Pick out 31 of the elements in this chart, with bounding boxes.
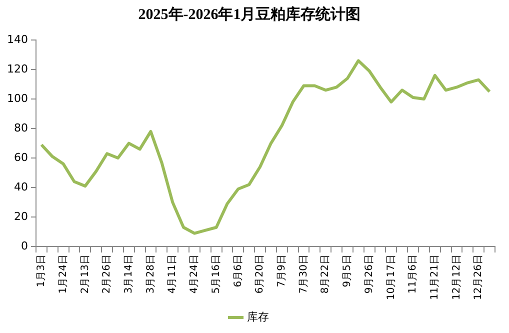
x-tick-label: 1月24日 [58,254,69,294]
x-tick-label: 10月17日 [386,254,397,300]
y-tick-label: 20 [14,210,28,223]
x-tick-label: 2月13日 [80,254,91,294]
x-tick-label: 3月14日 [123,254,134,294]
x-tick-label: 9月26日 [364,254,375,294]
y-tick-label: 60 [14,150,28,164]
chart-title: 2025年-2026年1月豆粕库存统计图 [138,4,361,23]
y-tick-label: 40 [14,180,28,194]
x-tick-label: 6月6日 [232,254,244,288]
x-tick-label: 7月9日 [276,254,288,288]
x-tick-label: 8月22日 [320,254,332,294]
y-tick-label: 80 [14,121,28,134]
x-tick-label: 12月12日 [451,254,462,300]
x-tick-label: 5月16日 [210,254,222,294]
x-tick-label: 4月11日 [167,254,178,294]
y-tick-label: 100 [6,92,28,105]
x-tick-label: 12月26日 [473,254,484,300]
y-tick-label: 0 [20,239,28,252]
x-tick-label: 9月5日 [342,254,354,288]
x-tick-label: 11月6日 [408,254,419,294]
x-tick-label: 6月20日 [254,254,266,294]
x-tick-label: 1月3日 [36,254,48,288]
y-tick-label: 120 [6,62,28,76]
x-tick-label: 2月26日 [102,254,113,294]
y-tick-label: 140 [6,32,28,46]
legend-label: 库存 [246,310,269,324]
x-tick-label: 3月28日 [145,254,156,294]
x-tick-label: 4月24日 [189,254,200,294]
x-tick-label: 11月21日 [429,254,440,300]
x-tick-label: 7月30日 [298,254,310,294]
